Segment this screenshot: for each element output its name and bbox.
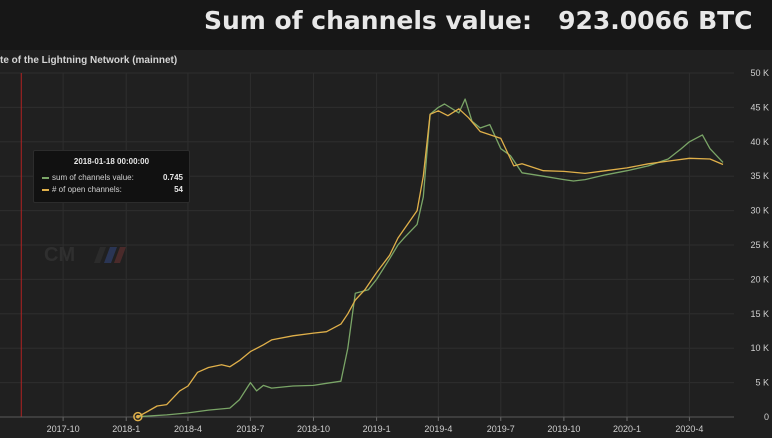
y-tick-label: 20 K [750, 274, 769, 284]
y-tick-label: 50 K [750, 68, 769, 78]
hover-point-center [136, 414, 140, 419]
tooltip-value: 54 [174, 185, 183, 194]
x-tick-label: 2019-4 [424, 424, 452, 434]
tooltip-time: 2018-01-18 00:00:00 [73, 157, 150, 166]
x-tick-label: 2017-10 [47, 424, 80, 434]
tooltip-value: 0.745 [162, 173, 183, 182]
x-tick-label: 2018-7 [236, 424, 264, 434]
y-tick-label: 45 K [750, 102, 769, 112]
x-tick-label: 2018-4 [174, 424, 202, 434]
x-tick-label: 2019-1 [363, 424, 391, 434]
x-tick-label: 2020-4 [675, 424, 703, 434]
y-tick-label: 5 K [755, 378, 769, 388]
hover-marker [133, 411, 143, 422]
watermark-text: CM [44, 244, 75, 266]
axes: 0 5 K 10 K 15 K 20 K 25 K 30 K 35 K 40 K 45 K 50 K… [0, 68, 769, 434]
cm-logo-watermark: CM [44, 241, 126, 267]
tooltip-row-open-channels: # of open channels: 54 [42, 185, 183, 196]
series-line-open-channels [137, 108, 724, 418]
y-tick-label: 0 [764, 412, 769, 422]
tooltip-label: sum of channels value: [52, 173, 134, 182]
x-tick-label: 2019-10 [547, 424, 580, 434]
tooltip-row-channels-value: sum of channels value: 0.745 [42, 173, 183, 184]
y-tick-label: 25 K [750, 240, 769, 250]
chart-panel [0, 50, 772, 438]
header-bar: Sum of channels value: 923.0066 BTC [0, 0, 772, 50]
series-swatch-icon [42, 189, 49, 191]
y-tick-label: 30 K [750, 206, 769, 216]
hover-point [133, 411, 143, 422]
headline-total-value: Sum of channels value: 923.0066 BTC [204, 6, 753, 35]
series-swatch-icon [42, 177, 49, 179]
y-tick-label: 10 K [750, 343, 769, 353]
series-line-channels-value [137, 98, 724, 418]
series-lines [137, 98, 724, 418]
tooltip: 2018-01-18 00:00:00 sum of channels valu… [33, 150, 190, 203]
tooltip-label: # of open channels: [52, 185, 122, 194]
x-tick-label: 2020-1 [613, 424, 641, 434]
panel-title: te of the Lightning Network (mainnet) [0, 55, 178, 66]
x-tick-label: 2019-7 [487, 424, 515, 434]
y-tick-label: 35 K [750, 171, 769, 181]
y-tick-label: 15 K [750, 309, 769, 319]
x-tick-label: 2018-1 [112, 424, 140, 434]
y-tick-label: 40 K [750, 137, 769, 147]
x-tick-label: 2018-10 [297, 424, 330, 434]
